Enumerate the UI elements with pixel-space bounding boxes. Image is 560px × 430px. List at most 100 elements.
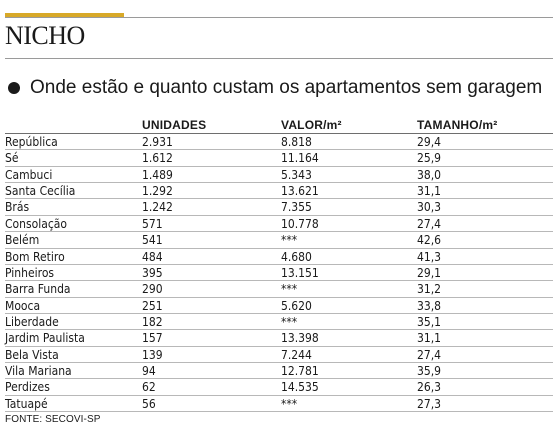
section-kicker: NICHO	[5, 21, 85, 50]
neighborhood-cell: Tatuapé	[5, 396, 48, 411]
table-row: Mooca 251 5.620 33,8	[5, 298, 553, 314]
size-cell: 29,4	[417, 135, 442, 149]
units-cell: 484	[142, 249, 163, 264]
units-cell: 251	[142, 298, 163, 313]
neighborhood-cell: Santa Cecília	[5, 184, 76, 199]
table-row: Santa Cecília 1.292 13.621 31,1	[5, 183, 553, 200]
value-cell: 5.343	[281, 167, 312, 182]
units-cell: 139	[142, 347, 163, 362]
value-cell: 12.781	[281, 364, 319, 379]
neighborhood-cell: Barra Funda	[5, 282, 71, 297]
neighborhood-cell: República	[5, 135, 58, 149]
header-units: UNIDADES	[142, 118, 207, 132]
units-cell: 94	[142, 364, 156, 379]
units-cell: 571	[142, 216, 163, 231]
header-value: VALOR/m²	[281, 118, 342, 132]
value-cell: 7.244	[281, 347, 312, 362]
units-cell: 62	[142, 380, 156, 395]
units-cell: 2.931	[142, 135, 173, 149]
neighborhood-cell: Cambuci	[5, 167, 53, 182]
size-cell: 30,3	[417, 200, 442, 215]
size-cell: 41,3	[417, 249, 442, 264]
value-cell: 7.355	[281, 200, 312, 215]
table-row: Consolação 571 10.778 27,4	[5, 216, 553, 233]
table-row: Bom Retiro 484 4.680 41,3	[5, 249, 553, 265]
size-cell: 25,9	[417, 151, 442, 166]
headline-text: Onde estão e quanto custam os apartament…	[30, 77, 543, 98]
value-cell: ***	[281, 233, 298, 248]
value-cell: 13.151	[281, 265, 319, 280]
neighborhood-cell: Vila Mariana	[5, 364, 72, 379]
size-cell: 31,1	[417, 331, 442, 346]
value-cell: 5.620	[281, 298, 312, 313]
units-cell: 182	[142, 314, 163, 329]
value-cell: 4.680	[281, 249, 312, 264]
table-row: Tatuapé 56 *** 27,3	[5, 396, 553, 413]
size-cell: 31,1	[417, 184, 442, 199]
neighborhood-cell: Liberdade	[5, 314, 59, 329]
size-cell: 35,9	[417, 364, 442, 379]
units-cell: 395	[142, 265, 163, 280]
headline: Onde estão e quanto custam os apartament…	[8, 77, 542, 99]
table-row: Sé 1.612 11.164 25,9	[5, 150, 553, 167]
units-cell: 1.292	[142, 184, 173, 199]
header-divider	[5, 133, 553, 134]
value-cell: 13.621	[281, 184, 319, 199]
table-row: República 2.931 8.818 29,4	[5, 134, 553, 151]
table-row: Cambuci 1.489 5.343 38,0	[5, 167, 553, 184]
size-cell: 33,8	[417, 298, 442, 313]
data-table: UNIDADES VALOR/m² TAMANHO/m² República 2.…	[5, 118, 553, 413]
table-row: Pinheiros 395 13.151 29,1	[5, 265, 553, 282]
size-cell: 27,3	[417, 396, 442, 411]
table-body: República 2.931 8.818 29,4 Sé 1.612 11.164 25,9…	[5, 134, 553, 413]
units-cell: 541	[142, 233, 163, 248]
table-row: Liberdade 182 *** 35,1	[5, 314, 553, 331]
value-cell: 10.778	[281, 216, 319, 231]
units-cell: 290	[142, 282, 163, 297]
units-cell: 56	[142, 396, 156, 411]
value-cell: 13.398	[281, 331, 319, 346]
value-cell: ***	[281, 282, 298, 297]
neighborhood-cell: Perdizes	[5, 380, 50, 395]
units-cell: 1.612	[142, 151, 173, 166]
size-cell: 42,6	[417, 233, 442, 248]
neighborhood-cell: Bom Retiro	[5, 249, 65, 264]
units-cell: 1.489	[142, 167, 173, 182]
value-cell: ***	[281, 314, 298, 329]
table-header: UNIDADES VALOR/m² TAMANHO/m²	[5, 118, 553, 133]
neighborhood-cell: Belém	[5, 233, 40, 248]
units-cell: 157	[142, 331, 163, 346]
source-note: FONTE: SECOVI-SP	[5, 414, 101, 425]
bullet-icon	[8, 82, 20, 94]
table-row: Jardim Paulista 157 13.398 31,1	[5, 330, 553, 347]
neighborhood-cell: Sé	[5, 151, 19, 166]
units-cell: 1.242	[142, 200, 173, 215]
neighborhood-cell: Jardim Paulista	[5, 331, 85, 346]
table-row: Belém 541 *** 42,6	[5, 232, 553, 249]
size-cell: 35,1	[417, 314, 442, 329]
table-row: Perdizes 62 14.535 26,3	[5, 379, 553, 396]
size-cell: 29,1	[417, 265, 442, 280]
neighborhood-cell: Consolação	[5, 216, 68, 231]
accent-bar	[5, 13, 124, 17]
table-row: Barra Funda 290 *** 31,2	[5, 281, 553, 298]
kicker-divider	[5, 58, 553, 59]
value-cell: 8.818	[281, 135, 312, 149]
size-cell: 27,4	[417, 347, 442, 362]
header-size: TAMANHO/m²	[417, 118, 498, 132]
size-cell: 27,4	[417, 216, 442, 231]
table-row: Bela Vista 139 7.244 27,4	[5, 347, 553, 364]
value-cell: 11.164	[281, 151, 319, 166]
size-cell: 38,0	[417, 167, 442, 182]
size-cell: 26,3	[417, 380, 442, 395]
top-divider	[5, 17, 553, 18]
table-row: Brás 1.242 7.355 30,3	[5, 199, 553, 216]
neighborhood-cell: Brás	[5, 200, 30, 215]
neighborhood-cell: Mooca	[5, 298, 41, 313]
neighborhood-cell: Pinheiros	[5, 265, 55, 280]
value-cell: 14.535	[281, 380, 319, 395]
value-cell: ***	[281, 396, 298, 411]
size-cell: 31,2	[417, 282, 442, 297]
neighborhood-cell: Bela Vista	[5, 347, 59, 362]
table-row: Vila Mariana 94 12.781 35,9	[5, 363, 553, 380]
